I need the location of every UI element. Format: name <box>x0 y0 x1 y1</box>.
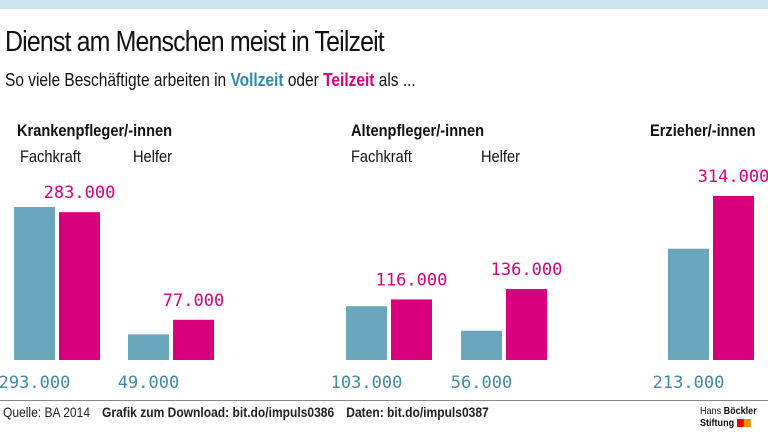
group-title: Krankenpfleger/-innen <box>17 122 172 140</box>
value-label-teilzeit: 314.000 <box>698 167 768 187</box>
value-label-teilzeit: 283.000 <box>44 183 116 203</box>
footer-divider <box>0 400 768 401</box>
subtitle-text: als ... <box>374 70 416 90</box>
bar-teilzeit <box>713 196 754 360</box>
chart-title: Dienst am Menschen meist in Teilzeit <box>5 26 385 58</box>
bar-vollzeit <box>128 334 169 360</box>
value-label-teilzeit: 136.000 <box>491 260 563 280</box>
value-label-teilzeit: 116.000 <box>376 270 448 290</box>
value-label-teilzeit: 77.000 <box>163 291 224 311</box>
group-title: Erzieher/-innen <box>650 122 756 140</box>
subtitle-text: So viele Beschäftigte arbeiten in <box>5 70 231 90</box>
top-bar <box>0 0 768 9</box>
legend-teilzeit: Teilzeit <box>323 70 375 90</box>
footer: Quelle: BA 2014 Grafik zum Download: bit.… <box>3 404 501 420</box>
bar-vollzeit <box>668 248 709 360</box>
group-title: Altenpfleger/-innen <box>351 122 484 140</box>
subgroup-label: Helfer <box>133 148 173 166</box>
bar-teilzeit <box>391 299 432 360</box>
value-label-vollzeit: 213.000 <box>653 373 725 393</box>
bar-teilzeit <box>59 212 100 360</box>
source: Quelle: BA 2014 <box>3 404 91 420</box>
value-label-vollzeit: 56.000 <box>451 373 512 393</box>
bar-chart: Krankenpfleger/-innen Fachkraft 293.000 283… <box>0 122 768 393</box>
value-label-vollzeit: 293.000 <box>0 373 70 393</box>
value-label-vollzeit: 103.000 <box>331 373 403 393</box>
legend-vollzeit: Vollzeit <box>230 70 284 90</box>
bar-vollzeit <box>14 206 55 360</box>
bar-teilzeit <box>506 288 547 360</box>
download-link[interactable]: Grafik zum Download: bit.do/impuls0386 <box>102 404 335 420</box>
subgroup-label: Fachkraft <box>351 148 412 166</box>
value-label-vollzeit: 49.000 <box>118 373 179 393</box>
bar-vollzeit <box>346 306 387 360</box>
data-link[interactable]: Daten: bit.do/impuls0387 <box>346 404 489 420</box>
subtitle-text: oder <box>283 70 324 90</box>
subgroup-label: Helfer <box>481 148 521 166</box>
bar-teilzeit <box>173 319 214 360</box>
chart-subtitle: So viele Beschäftigte arbeiten in Vollze… <box>5 70 416 91</box>
hans-boeckler-logo: Hans Böckler Stiftung <box>700 405 757 429</box>
bar-vollzeit <box>461 330 502 360</box>
subgroup-label: Fachkraft <box>20 148 81 166</box>
